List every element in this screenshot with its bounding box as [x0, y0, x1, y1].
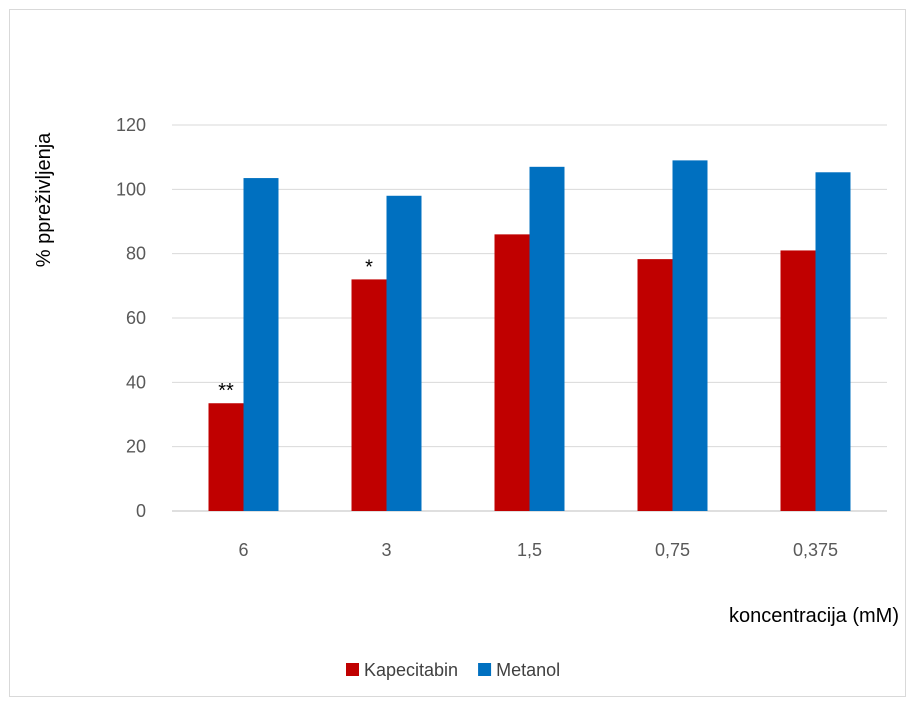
x-tick-label: 6	[238, 540, 248, 560]
bars	[208, 160, 851, 512]
bar-metanol-1	[386, 195, 422, 511]
x-axis-title: koncentracija (mM)	[729, 605, 899, 627]
legend-swatch-metanol	[478, 663, 492, 676]
bar-kapecitabin-1	[351, 279, 387, 511]
y-tick-label: 60	[126, 308, 146, 328]
bar-kapecitabin-2	[494, 234, 530, 511]
significance-marker: *	[365, 256, 373, 278]
y-tick-label: 120	[116, 115, 146, 135]
y-tick-label: 0	[136, 501, 146, 521]
significance-marker: **	[218, 380, 234, 402]
x-tick-label: 1,5	[517, 540, 542, 560]
bar-kapecitabin-4	[780, 250, 816, 511]
bar-metanol-4	[815, 172, 851, 511]
y-tick-label: 80	[126, 244, 146, 264]
x-tick-label: 0,375	[793, 540, 838, 560]
legend-label-kapecitabin: Kapecitabin	[364, 660, 458, 680]
legend-label-metanol: Metanol	[496, 660, 560, 680]
legend-swatch-kapecitabin	[346, 663, 359, 676]
annotations: ***	[218, 256, 373, 402]
bar-metanol-3	[672, 160, 708, 511]
bar-kapecitabin-0	[208, 403, 244, 511]
x-tick-label: 0,75	[655, 540, 690, 560]
bar-metanol-0	[243, 178, 279, 511]
y-tick-label: 100	[116, 179, 146, 199]
legend: Kapecitabin Metanol	[346, 660, 560, 680]
bar-kapecitabin-3	[637, 259, 673, 511]
chart-container	[9, 9, 906, 697]
y-tick-label: 40	[126, 372, 146, 392]
x-tick-label: 3	[381, 540, 391, 560]
x-axis-ticks: 6 3 1,5 0,75 0,375	[238, 540, 838, 560]
y-axis-ticks: 0 20 40 60 80 100 120	[116, 115, 146, 521]
y-tick-label: 20	[126, 437, 146, 457]
y-axis-title: % ppreživljenja	[33, 132, 55, 267]
bar-metanol-2	[529, 166, 565, 512]
